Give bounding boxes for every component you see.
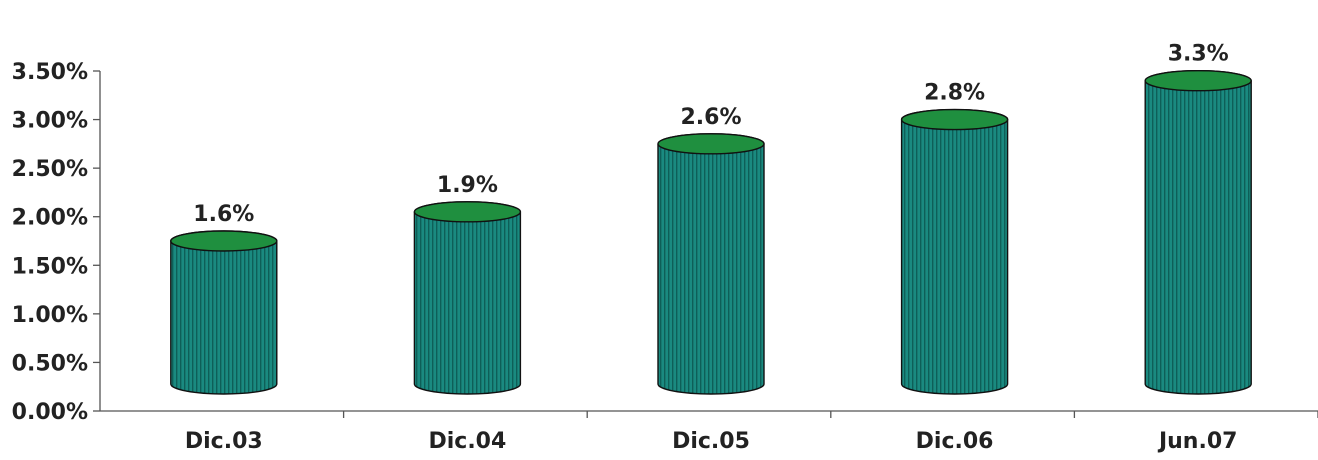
- y-tick-label: 0.00%: [12, 400, 88, 425]
- cylinder-top: [657, 133, 765, 155]
- x-tick-label: Jun.07: [1157, 429, 1237, 454]
- y-tick-label: 1.50%: [12, 254, 88, 279]
- data-label: 1.9%: [437, 173, 498, 198]
- y-tick-label: 0.50%: [12, 351, 88, 376]
- x-tick-label: Dic.05: [672, 429, 750, 454]
- data-label: 2.6%: [680, 105, 741, 130]
- data-label: 1.6%: [193, 202, 254, 227]
- y-tick-label: 2.00%: [12, 206, 88, 231]
- cylinder-body: [413, 201, 522, 395]
- bar-dic-04: [413, 201, 522, 395]
- cylinder-body: [1144, 70, 1252, 395]
- cylinder-top: [413, 201, 522, 223]
- cylinder-top: [1144, 70, 1252, 92]
- cylinder-top: [170, 230, 278, 252]
- x-tick-label: Dic.06: [916, 429, 994, 454]
- y-tick-label: 3.00%: [12, 109, 88, 134]
- cylinder-body: [170, 230, 278, 395]
- y-tick-label: 2.50%: [12, 157, 88, 182]
- cylinder-body: [657, 133, 765, 395]
- x-tick-label: Dic.04: [428, 429, 506, 454]
- cylinder-body: [900, 108, 1009, 395]
- bar-dic-05: [657, 133, 765, 395]
- data-label: 3.3%: [1168, 42, 1229, 67]
- data-label: 2.8%: [924, 81, 985, 106]
- cylinder-top: [900, 108, 1009, 131]
- x-tick-label: Dic.03: [185, 429, 263, 454]
- y-tick-label: 1.00%: [12, 303, 88, 328]
- bar-dic-06: [900, 108, 1009, 395]
- bar-dic-03: [170, 230, 278, 395]
- bar-jun-07: [1144, 70, 1252, 395]
- y-tick-label: 3.50%: [12, 60, 88, 85]
